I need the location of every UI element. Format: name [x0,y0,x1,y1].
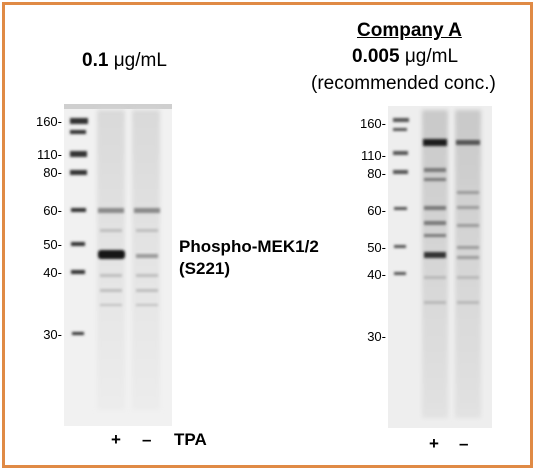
right-mw-marker: 50- [367,240,386,255]
right-mw-marker: 110- [360,148,386,163]
left-concentration-value: 0.1 [82,50,109,71]
left-western-blot-image [64,104,172,426]
right-mw-marker: 60- [367,203,386,218]
right-mw-marker: 40- [367,267,386,282]
target-site: (S221) [179,259,231,278]
right-mw-marker: 30- [367,329,386,344]
right-lane-minus: – [459,434,469,453]
left-mw-marker: 40- [43,265,62,280]
left-mw-marker: 30- [43,327,62,342]
right-western-blot-image [388,106,492,428]
right-lane-plus: + [429,434,439,453]
left-lane-minus: – [142,430,152,449]
right-mw-marker: 160- [359,116,386,131]
left-mw-marker: 110- [36,147,62,162]
left-lane-plus: + [111,430,121,449]
left-mw-marker: 60- [43,203,62,218]
left-concentration-unit: μg/mL [113,50,167,71]
right-concentration-unit: μg/mL [404,46,459,67]
left-mw-marker: 160- [35,114,62,129]
right-concentration-value: 0.005 [352,46,400,67]
treatment-label: TPA [174,430,207,449]
left-concentration-label: 0.1 μg/mL [82,50,167,72]
company-label: Company A [357,20,462,41]
left-mw-marker: 80- [43,165,62,180]
recommended-note: (recommended conc.) [311,73,496,94]
target-protein-label: Phospho-MEK1/2 (S221) [179,236,319,280]
target-name: Phospho-MEK1/2 [179,237,319,256]
right-concentration-label: 0.005 μg/mL [352,46,458,68]
right-mw-marker: 80- [367,166,386,181]
left-mw-marker: 50- [43,237,62,252]
